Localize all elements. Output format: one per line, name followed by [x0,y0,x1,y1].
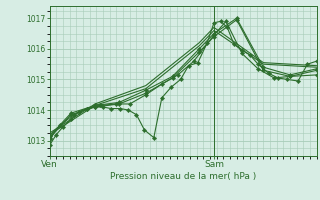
X-axis label: Pression niveau de la mer( hPa ): Pression niveau de la mer( hPa ) [110,172,256,181]
